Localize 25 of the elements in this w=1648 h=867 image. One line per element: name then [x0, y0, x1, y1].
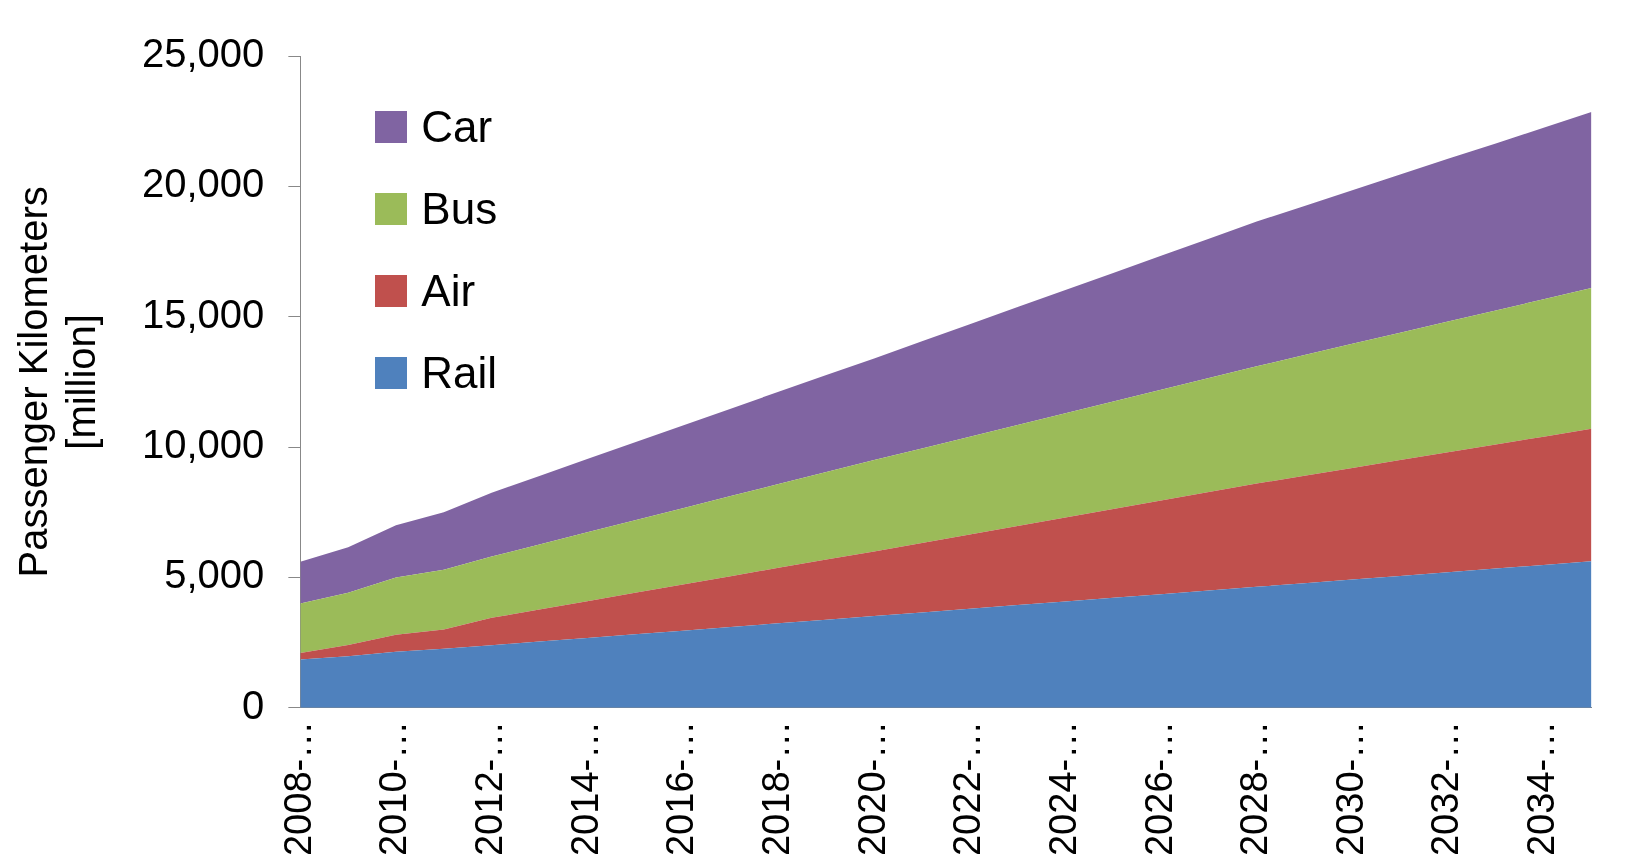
- y-axis-title: Passenger Kilometers [million]: [11, 186, 104, 578]
- x-tick-label: 2010-…: [372, 720, 415, 857]
- x-tick-label: 2030-…: [1328, 720, 1371, 857]
- x-tick-label: 2022-…: [946, 720, 989, 857]
- y-tick-label: 25,000: [142, 31, 265, 76]
- x-tick-label: 2012-…: [468, 720, 511, 857]
- x-tick-label: 2024-…: [1041, 720, 1084, 857]
- legend-label: Air: [421, 266, 476, 316]
- x-tick-label: 2020-…: [850, 720, 893, 857]
- x-tick-label: 2028-…: [1233, 720, 1276, 857]
- legend-label: Car: [421, 102, 493, 152]
- x-tick-label: 2018-…: [755, 720, 797, 857]
- x-tick-label: 2014-…: [563, 720, 606, 857]
- legend-label: Bus: [421, 184, 498, 234]
- y-tick-label: 5,000: [164, 552, 265, 597]
- y-tick-label: 20,000: [142, 161, 265, 206]
- y-tick-label: 10,000: [142, 422, 265, 467]
- x-tick-label: 2008-…: [276, 720, 319, 857]
- legend-label: Rail: [421, 348, 498, 398]
- x-tick-label: 2016-…: [659, 720, 702, 857]
- x-tick-label: 2034-…: [1520, 720, 1563, 857]
- x-tick-label: 2026-…: [1137, 720, 1180, 857]
- y-tick-label: 15,000: [142, 291, 265, 336]
- y-tick-label: 0: [242, 682, 265, 727]
- x-tick-label: 2032-…: [1424, 720, 1467, 857]
